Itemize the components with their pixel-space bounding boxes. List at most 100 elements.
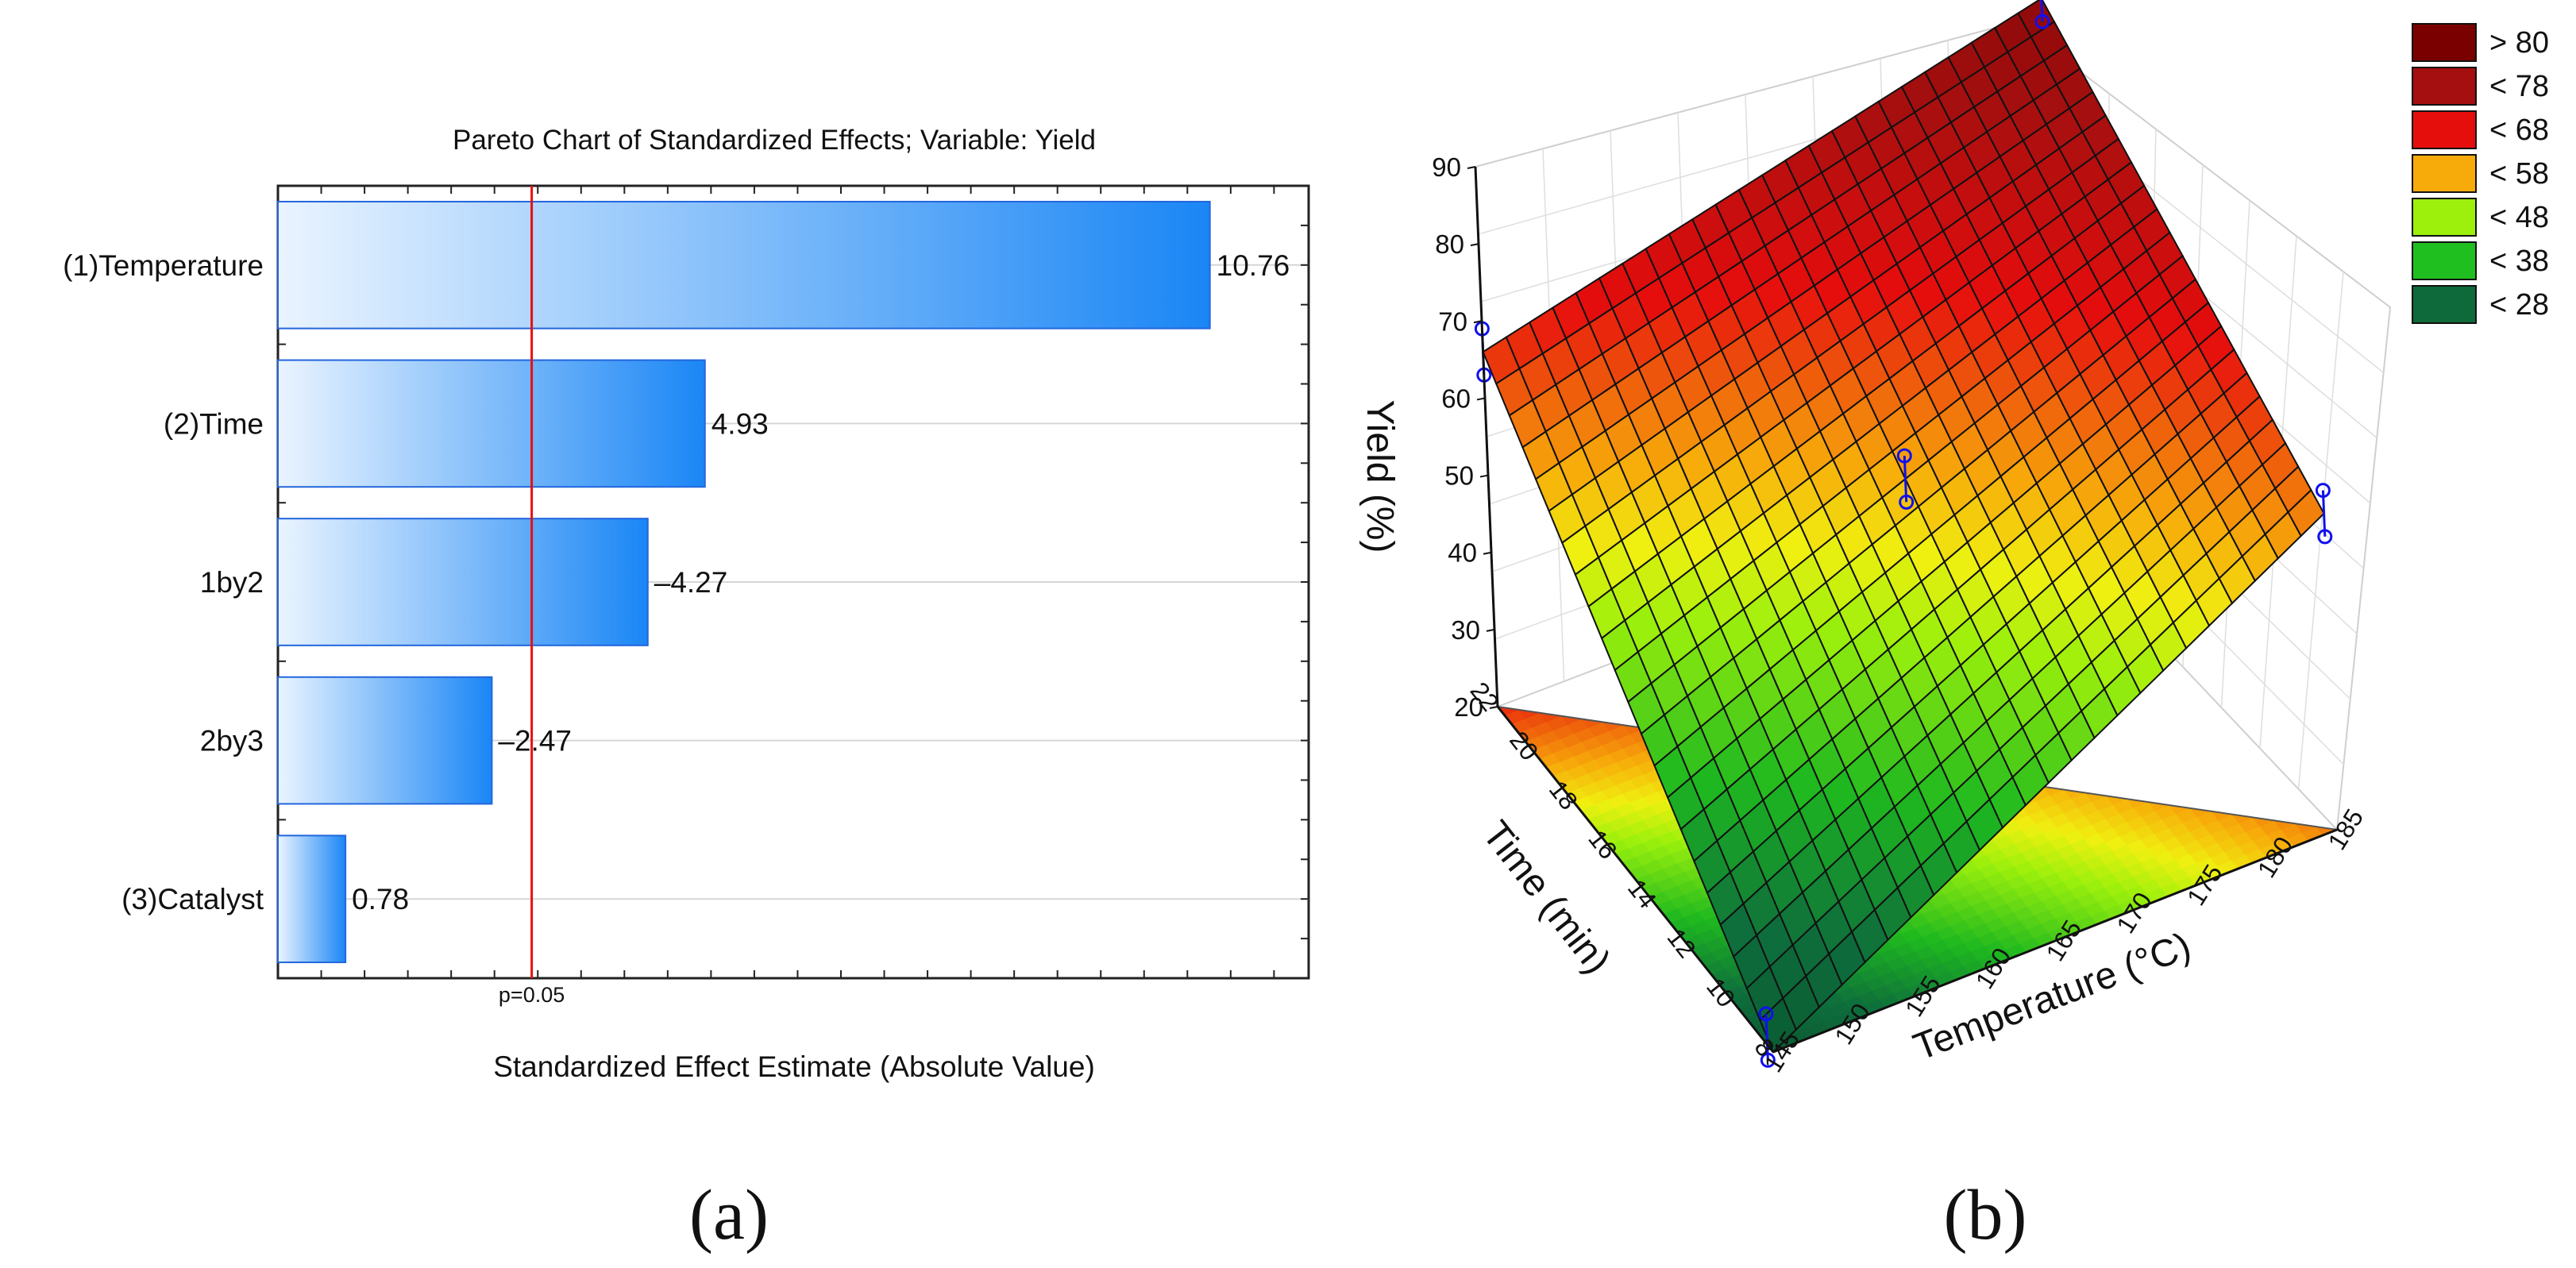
contour-cell — [2245, 803, 2268, 819]
contour-cell — [2218, 768, 2241, 784]
legend: > 80 < 78 < 68 < 58 < 48 < 38 < 28 — [2412, 23, 2549, 324]
contour-cell — [2106, 744, 2129, 760]
contour-cell — [2169, 776, 2192, 792]
y-axis-line — [1496, 706, 1775, 1053]
value-label: –2.47 — [498, 725, 572, 757]
contour-cell — [2287, 808, 2310, 824]
legend-swatch — [2412, 67, 2477, 106]
design-point-stem — [1764, 1013, 1769, 1061]
contour-cell — [2162, 707, 2185, 715]
contour-cell — [2218, 745, 2241, 761]
contour-cell — [2224, 800, 2247, 815]
contour-cell — [1574, 707, 1597, 720]
contour-cell — [2177, 707, 2200, 709]
category-label: 2by3 — [200, 725, 264, 757]
contour-cell — [2280, 800, 2304, 815]
contour-cell — [2225, 730, 2248, 746]
contour-cell — [2169, 730, 2192, 746]
bars — [277, 200, 1211, 964]
z-tick — [1467, 166, 1476, 169]
contour-cell — [2175, 784, 2198, 800]
bar — [277, 359, 706, 488]
contour-cell — [2273, 792, 2296, 807]
design-point — [2315, 483, 2331, 499]
design-point-stem — [2040, 0, 2044, 22]
contour-cell — [2099, 735, 2122, 751]
contour-cell — [2141, 764, 2164, 780]
z-axis-line — [1474, 166, 1499, 707]
design-point-stem — [2321, 490, 2327, 537]
contour-cell — [2217, 791, 2240, 807]
z-tick — [1483, 551, 1492, 555]
contour-cell — [2176, 761, 2199, 777]
contour-cell — [2127, 747, 2150, 763]
legend-label: > 80 — [2489, 26, 2549, 60]
bar — [277, 518, 649, 646]
design-point — [1758, 1006, 1774, 1022]
z-tick — [1476, 397, 1486, 401]
legend-label: < 78 — [2489, 70, 2549, 103]
contour-cell — [2259, 774, 2283, 790]
contour-cell — [2259, 797, 2282, 813]
z-tick-label: 60 — [1441, 383, 1471, 413]
category-label: 1by2 — [200, 566, 264, 599]
contour-cell — [1589, 676, 1610, 691]
contour-cell — [2056, 775, 2080, 791]
contour-cell — [2127, 769, 2150, 785]
z-tick-label: 90 — [1432, 152, 1461, 182]
contour-cell — [2112, 753, 2136, 769]
contour-cell — [2171, 685, 2192, 700]
contour-cell — [2177, 716, 2200, 732]
contour-cell — [2070, 769, 2093, 785]
legend-swatch — [2412, 241, 2477, 280]
contour-cell — [2246, 757, 2269, 773]
z-tick-label: 50 — [1444, 461, 1474, 491]
contour-cell — [2147, 773, 2170, 788]
contour-cell — [2196, 765, 2219, 780]
contour-cell — [2099, 758, 2122, 774]
contour-cell — [2190, 711, 2213, 726]
z-tick — [1479, 474, 1489, 478]
contour-cell — [2077, 755, 2100, 771]
design-points — [1474, 0, 2333, 1068]
contour-cell — [2155, 736, 2178, 752]
z-tick-label: 30 — [1451, 615, 1480, 645]
contour-cell — [1546, 707, 1569, 708]
contour-cell — [2112, 775, 2135, 791]
contour-cell — [2266, 783, 2289, 799]
contour-cell — [2092, 750, 2115, 765]
contour-cell — [2176, 739, 2199, 755]
contour-cell — [2155, 713, 2178, 729]
bar — [277, 834, 347, 964]
contour-cell — [2161, 790, 2185, 806]
z-axis-label: Yield (%) — [1359, 400, 1401, 553]
contour-cell — [2120, 715, 2143, 731]
contour-cell — [2182, 770, 2205, 786]
contour-cell — [2161, 745, 2185, 761]
panel-b-label: (b) — [1944, 1176, 2027, 1255]
value-label: 10.76 — [1217, 249, 1290, 282]
contour-cell — [2154, 781, 2177, 797]
contour-cell — [2224, 777, 2247, 792]
contour-cell — [2183, 725, 2206, 741]
contour-cell — [2239, 794, 2262, 810]
contour-cell — [2232, 739, 2255, 755]
category-label: (1)Temperature — [63, 249, 264, 282]
contour-cell — [2239, 748, 2262, 764]
contour-cell — [2231, 785, 2254, 801]
contour-cell — [1575, 682, 1595, 696]
category-label: (3)Catalyst — [121, 883, 264, 915]
contour-cell — [2211, 736, 2234, 752]
panel-a-label: (a) — [689, 1176, 769, 1255]
contour-cell — [2113, 730, 2136, 746]
contour-cell — [2162, 722, 2185, 738]
contour-cell — [2141, 742, 2164, 757]
contour-cell — [2252, 788, 2275, 804]
contour-cell — [2154, 758, 2177, 774]
contour-cell — [2150, 682, 2170, 696]
design-point — [2317, 529, 2333, 545]
z-tick — [1486, 628, 1495, 632]
z-tick — [1473, 320, 1483, 324]
contour-cell — [2120, 738, 2143, 754]
